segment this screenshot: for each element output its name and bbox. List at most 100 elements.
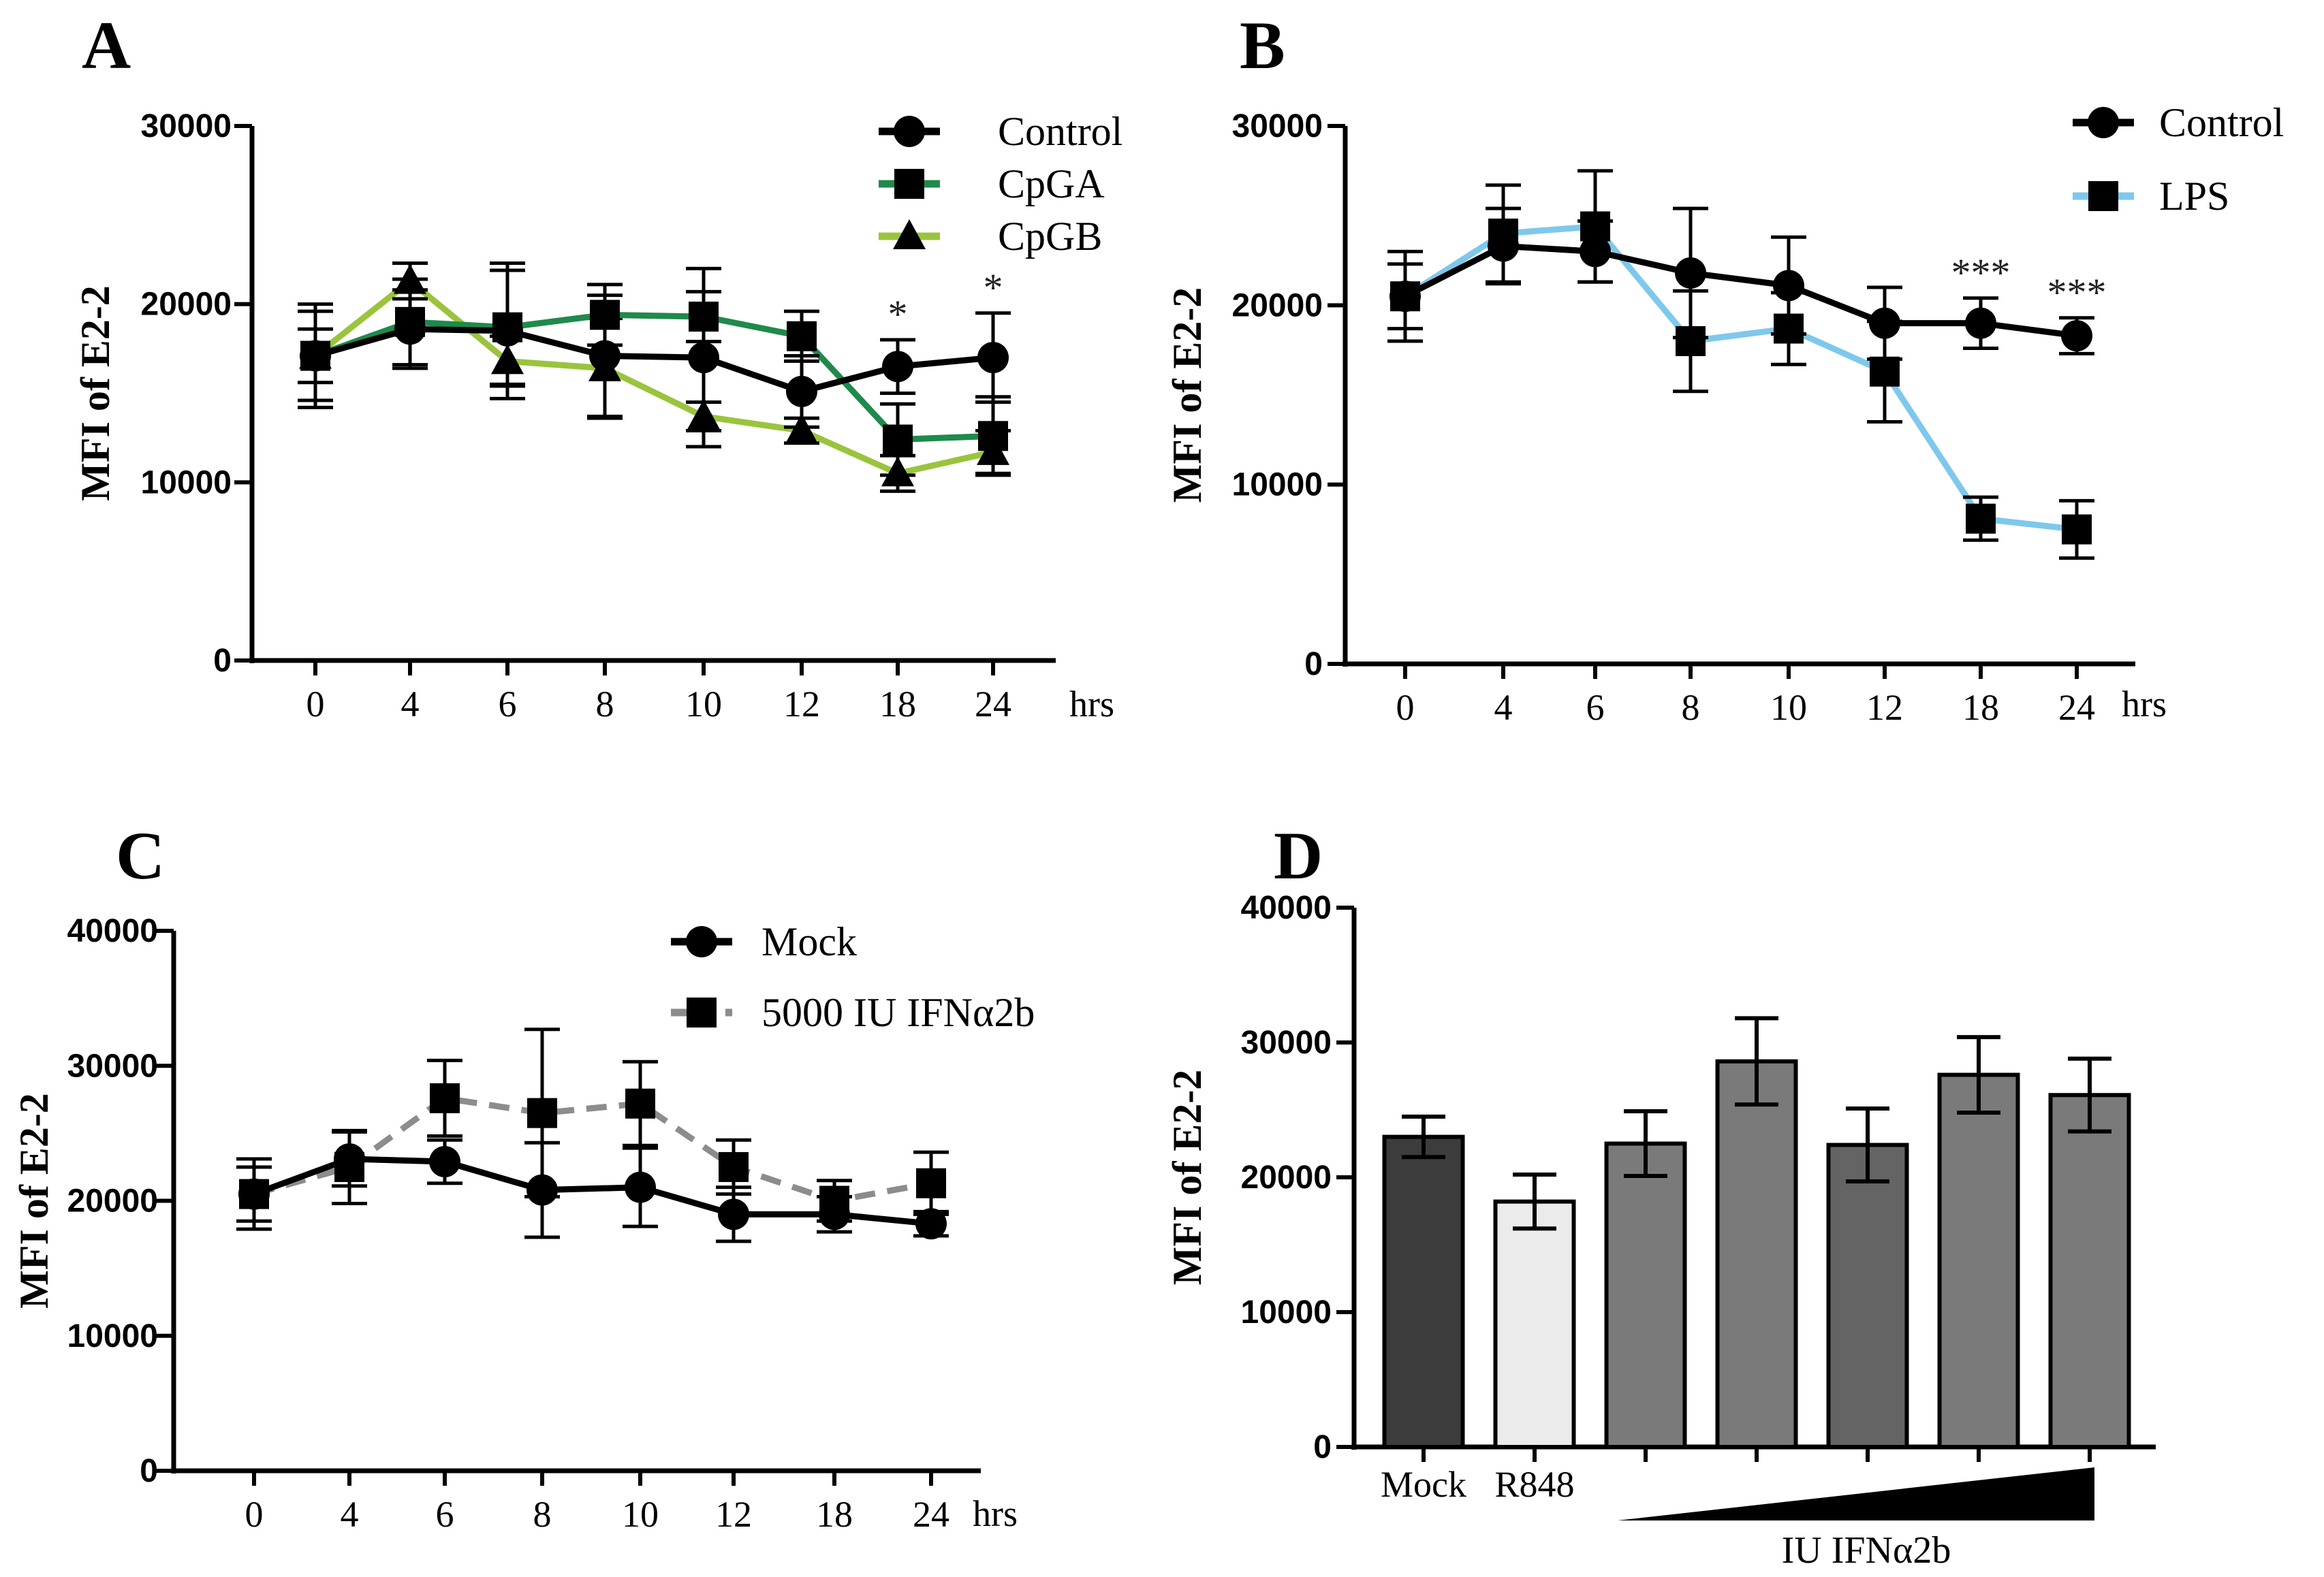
y-tick-label: 0 [1304, 646, 1323, 682]
series-point [527, 1174, 558, 1206]
x-tick-label: 4 [341, 1494, 359, 1535]
series-point [883, 424, 913, 455]
series-line [253, 1156, 932, 1227]
x-tick-label: 10 [622, 1494, 659, 1535]
series-point [527, 1098, 557, 1128]
x-tick-label: 24 [2058, 687, 2095, 728]
x-axis-unit: hrs [1069, 684, 1114, 724]
panel-label: A [82, 7, 131, 83]
x-tick-label: 18 [879, 684, 916, 724]
series-point [430, 1083, 460, 1113]
series-line [314, 325, 994, 395]
x-tick-label: 10 [685, 684, 722, 724]
series-point [915, 1208, 947, 1240]
series-point [882, 351, 913, 383]
y-tick-label: 10000 [1232, 467, 1323, 503]
x-tick-label: 6 [1586, 687, 1605, 728]
chart-panel-a: 0 10000 20000 30000 MFI of E2-2 A 0 4 6 8 10 12 18 24… [73, 7, 1122, 724]
series-point [589, 340, 621, 372]
bar [1493, 1199, 1576, 1449]
legend-point [2088, 107, 2119, 138]
x-tick-label: Mock [1381, 1464, 1466, 1505]
y-axis-label: MFI of E2-2 [73, 285, 118, 501]
legend: Control CpGA CpGB [879, 109, 1122, 259]
series-point [2062, 514, 2092, 545]
x-tick-label: 12 [783, 684, 820, 724]
chart-panel-d: 0 10000 20000 30000 40000 MFI of E2-2 D Mock R84… [1165, 818, 2156, 1572]
legend-label: LPS [2159, 174, 2229, 219]
legend-point [894, 169, 924, 199]
x-tick-label: 18 [1962, 687, 1999, 728]
x-tick-label: 0 [245, 1494, 264, 1535]
y-axis-label: MFI of E2-2 [1165, 287, 1210, 503]
legend-label: Control [998, 109, 1122, 154]
series-point [718, 1198, 749, 1230]
series-point [819, 1198, 850, 1230]
y-tick-label: 30000 [1232, 108, 1323, 144]
significance-marker: *** [1951, 251, 2011, 295]
series-point [786, 375, 817, 407]
x-tick-label: 0 [1396, 687, 1415, 728]
legend-label: Mock [761, 919, 857, 964]
series-point [625, 1088, 655, 1119]
dose-gradient-label: IU IFNα2b [1782, 1529, 1951, 1572]
series-point [394, 313, 426, 345]
x-tick-label: 4 [401, 684, 420, 724]
x-tick-label: 4 [1494, 687, 1513, 728]
significance-marker: * [984, 266, 1003, 310]
y-tick-label: 0 [140, 1453, 158, 1489]
series-point [688, 342, 719, 374]
y-tick-label: 20000 [67, 1183, 158, 1220]
series-point [238, 1178, 270, 1210]
series-point [787, 321, 817, 351]
x-tick-label: 18 [816, 1494, 853, 1535]
significance-marker: * [888, 292, 908, 336]
series-point [977, 342, 1009, 374]
x-tick-label: 8 [596, 684, 614, 724]
x-tick-label: 12 [1866, 687, 1903, 728]
x-axis-unit: hrs [973, 1493, 1018, 1534]
series-lps [1387, 169, 2094, 560]
bar [1826, 1143, 1909, 1449]
significance-marker: *** [2047, 270, 2107, 315]
chart-panel-b: 0 10000 20000 30000 MFI of E2-2 B 0 4 6 8 10 12 18 24… [1165, 7, 2284, 728]
x-tick-label: 8 [533, 1494, 552, 1535]
y-tick-label: 30000 [1241, 1025, 1332, 1061]
x-tick-label: 0 [307, 684, 325, 724]
series-point [1966, 503, 1996, 534]
series-point [300, 340, 331, 372]
x-tick-label: R848 [1494, 1464, 1574, 1505]
bar [1715, 1059, 1798, 1449]
series-point [1965, 307, 1996, 339]
series-point [625, 1171, 656, 1203]
x-tick-label: 24 [975, 684, 1011, 724]
dose-gradient-wedge [1618, 1467, 2094, 1520]
y-tick-label: 20000 [1232, 287, 1323, 323]
legend: Mock 5000 IU IFNα2b [671, 919, 1035, 1035]
y-axis-label: MFI of E2-2 [1165, 1070, 1210, 1286]
y-tick-label: 10000 [1241, 1294, 1332, 1331]
series-control [298, 261, 1011, 449]
x-tick-label: 6 [499, 684, 517, 724]
series-point [429, 1146, 460, 1178]
y-tick-label: 0 [213, 643, 232, 679]
series-point [1580, 236, 1611, 268]
bar [2048, 1093, 2131, 1449]
x-tick-label: 12 [715, 1494, 752, 1535]
series-point [334, 1143, 365, 1175]
legend-point [2088, 181, 2118, 211]
series-point [492, 315, 523, 347]
legend: Control LPS [2073, 100, 2284, 219]
series-line [253, 1095, 932, 1204]
panel-label: D [1274, 818, 1323, 893]
legend-label: 5000 IU IFNα2b [761, 990, 1035, 1035]
y-tick-label: 20000 [1241, 1160, 1332, 1196]
legend-point [894, 116, 925, 147]
series-line [1403, 223, 2077, 532]
x-tick-label: 24 [913, 1494, 949, 1535]
chart-panel-c: 0 10000 20000 30000 40000 MFI of E2-2 C 0 4 6 8 10 1… [12, 818, 1035, 1535]
y-tick-label: 30000 [67, 1048, 158, 1084]
y-tick-label: 0 [1313, 1429, 1332, 1465]
series-point [1773, 270, 1804, 302]
